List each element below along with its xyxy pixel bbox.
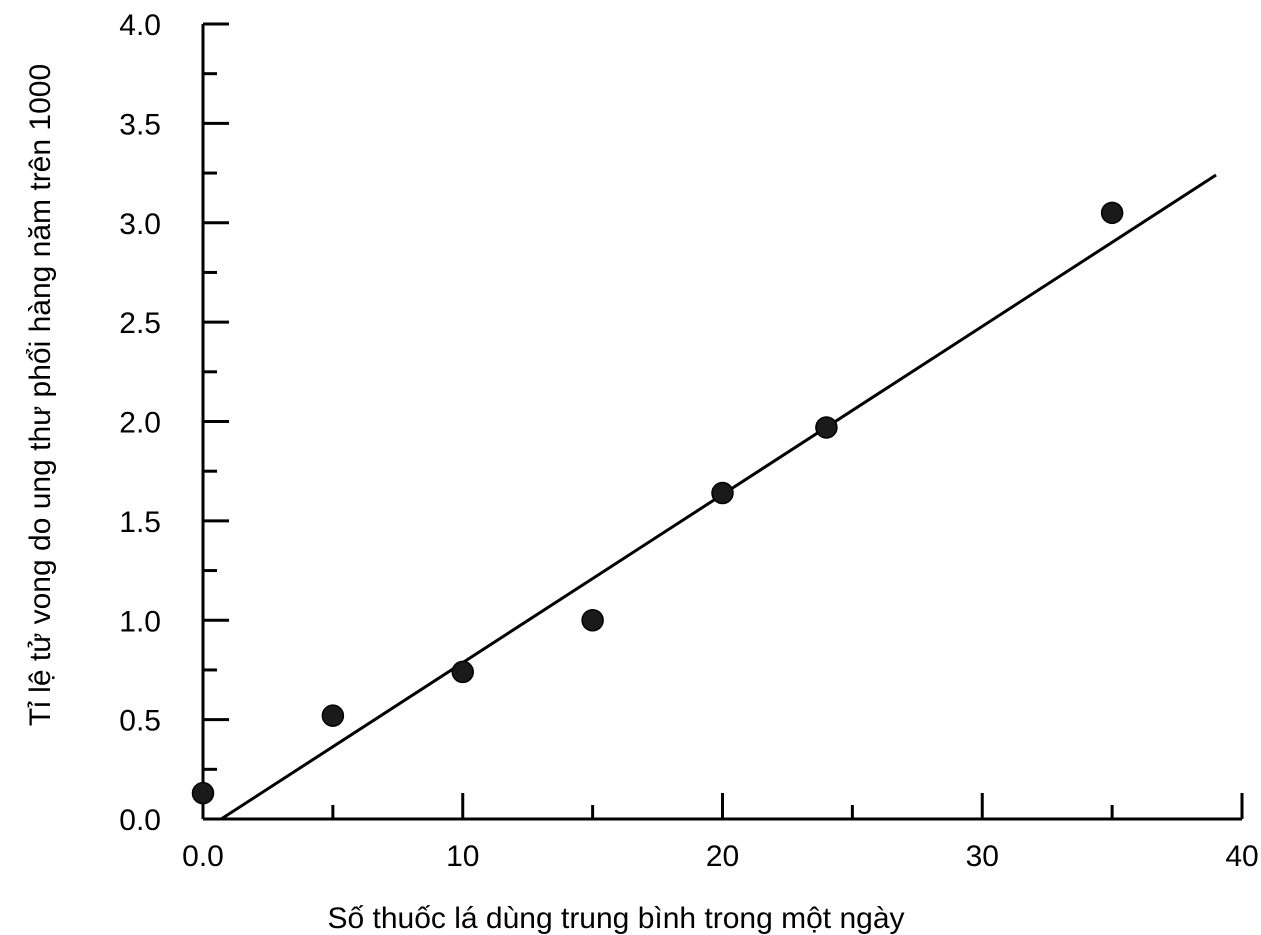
data-point xyxy=(451,660,474,684)
x-tick-label: 40 xyxy=(1225,840,1258,873)
y-tick-label: 3.5 xyxy=(119,108,161,141)
data-point xyxy=(581,609,604,632)
x-tick-label: 10 xyxy=(446,840,479,873)
y-tick-label: 0.5 xyxy=(119,705,161,738)
axes xyxy=(201,24,1242,821)
x-tick-label: 0.0 xyxy=(182,840,224,873)
data-point xyxy=(1100,201,1124,225)
y-tick-label: 2.5 xyxy=(119,307,161,340)
data-point xyxy=(815,416,838,439)
y-tick-label: 0.0 xyxy=(119,804,161,837)
data-points xyxy=(191,201,1124,805)
y-tick-label: 3.0 xyxy=(119,208,161,241)
y-tick-label: 4.0 xyxy=(119,9,161,42)
data-point xyxy=(321,704,345,727)
x-axis-ticks: 0.0 10 20 30 40 xyxy=(182,793,1259,873)
x-tick-label: 30 xyxy=(966,840,999,873)
y-tick-label: 1.5 xyxy=(119,506,161,539)
x-tick-label: 20 xyxy=(706,840,739,873)
x-axis-label: Số thuốc lá dùng trung bình trong một ng… xyxy=(327,902,904,935)
y-tick-label: 2.0 xyxy=(119,407,161,440)
y-tick-label: 1.0 xyxy=(119,605,161,638)
y-axis-label: Tỉ lệ tử vong do ung thư phổi hàng năm t… xyxy=(24,64,57,726)
y-axis-ticks: 0.0 0.5 1.0 1.5 2.0 2.5 3.0 3.5 4.0 xyxy=(119,9,229,837)
data-point xyxy=(711,481,734,505)
data-point xyxy=(191,781,215,805)
